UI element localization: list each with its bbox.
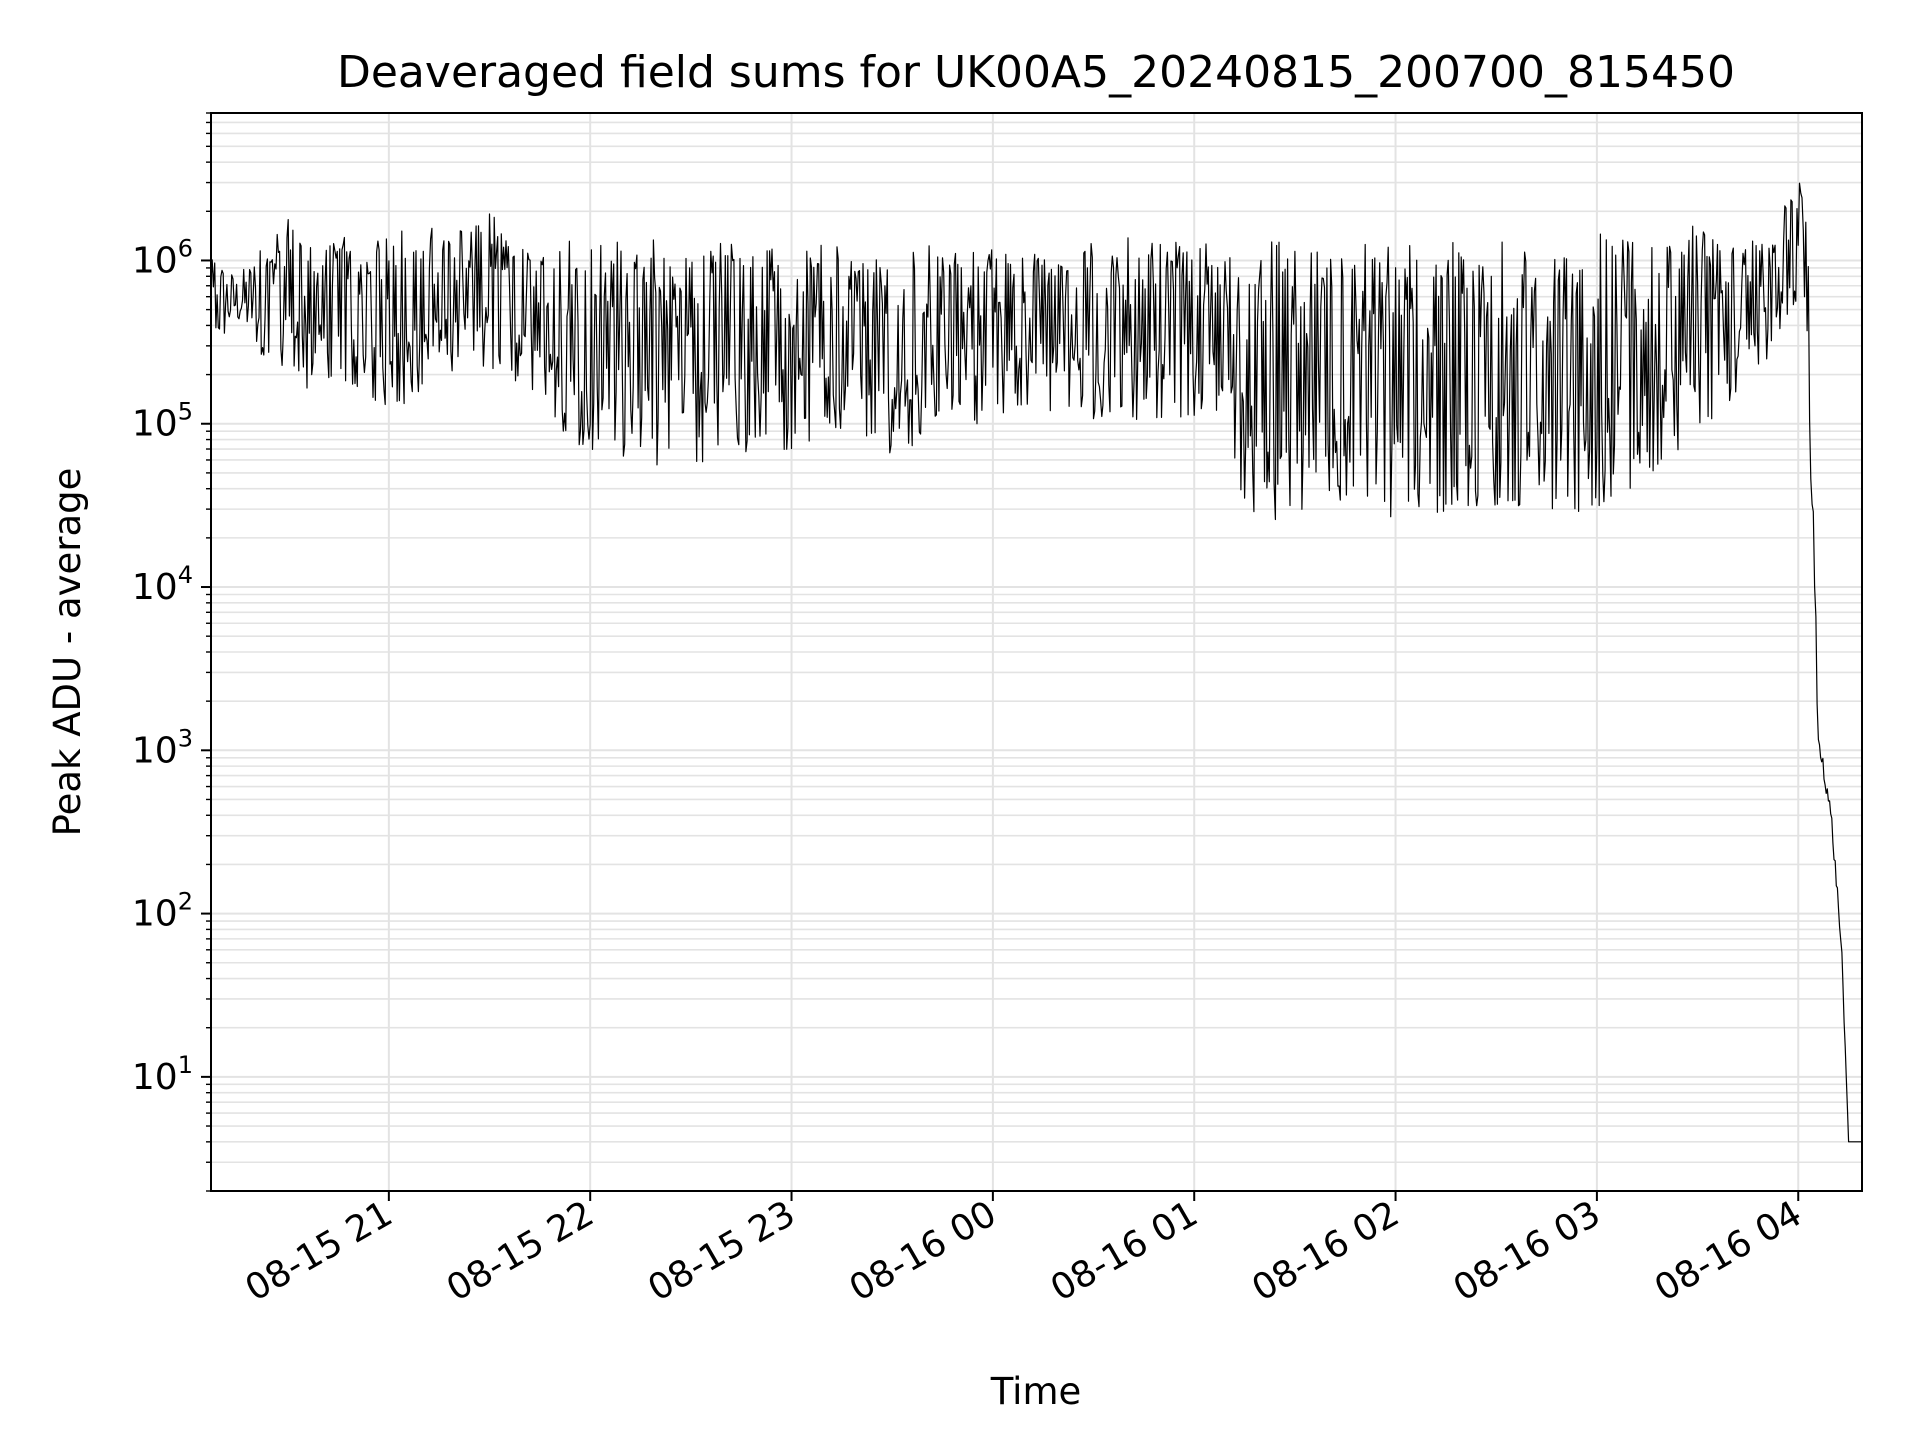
- x-axis-label: Time: [990, 1370, 1082, 1413]
- y-tick-label: 102: [132, 888, 193, 935]
- y-tick-label: 101: [132, 1051, 193, 1098]
- y-tick-label: 103: [132, 724, 193, 771]
- chart-title: Deaveraged field sums for UK00A5_2024081…: [337, 47, 1735, 98]
- y-axis-label: Peak ADU - average: [46, 468, 89, 837]
- series-line: [210, 182, 1862, 1143]
- grid-lines: [211, 112, 1862, 1192]
- y-tick-label: 104: [132, 561, 193, 608]
- y-tick-label: 106: [132, 234, 193, 281]
- y-axis: 101 102 103 104 105 106: [132, 112, 211, 1192]
- series-group: [210, 182, 1862, 1143]
- y-tick-label: 105: [132, 398, 193, 445]
